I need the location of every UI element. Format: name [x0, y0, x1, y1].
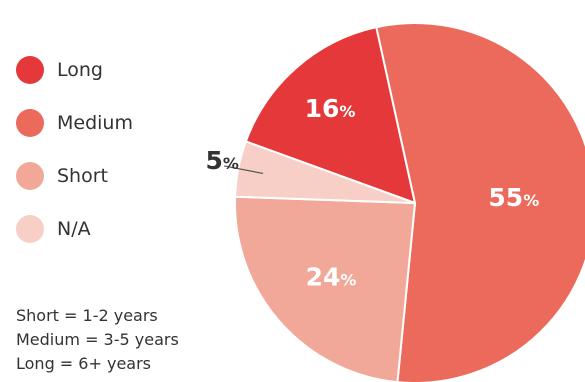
legend-item-na: N/A: [16, 214, 133, 244]
pie-slice-long: [244, 26, 417, 205]
legend-item-short: Short: [16, 161, 133, 191]
pie-slice-medium: [375, 22, 585, 382]
legend-label-short: Short: [57, 164, 108, 187]
note-line-medium: Medium = 3-5 years: [16, 330, 179, 349]
pie-label-short: 24%: [306, 263, 357, 292]
legend-label-na: N/A: [57, 217, 91, 240]
legend: Long Medium Short N/A: [16, 55, 133, 267]
duration-note: Short = 1-2 years Medium = 3-5 years Lon…: [16, 304, 179, 376]
note-line-long: Long = 6+ years: [16, 354, 151, 373]
legend-item-medium: Medium: [16, 108, 133, 138]
legend-label-long: Long: [57, 58, 103, 81]
legend-swatch-long: [16, 56, 44, 84]
note-line-short: Short = 1-2 years: [16, 306, 158, 325]
legend-item-long: Long: [16, 55, 133, 85]
pie-label-long: 16%: [305, 94, 356, 123]
legend-swatch-medium: [16, 109, 44, 137]
legend-label-medium: Medium: [57, 111, 133, 134]
pie-label-na: 5%: [205, 146, 238, 175]
legend-swatch-short: [16, 162, 44, 190]
legend-swatch-na: [16, 215, 44, 243]
pie-label-medium: 55%: [488, 183, 539, 212]
pie-slice-short: [234, 195, 417, 382]
leader-line-na: [224, 165, 264, 175]
